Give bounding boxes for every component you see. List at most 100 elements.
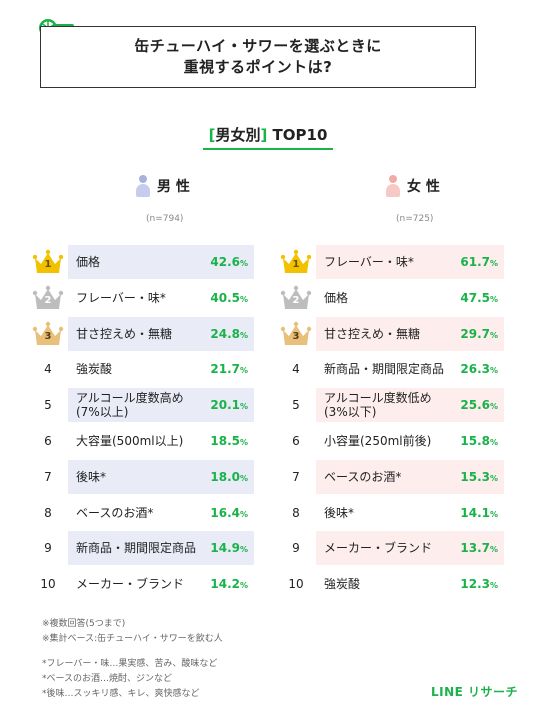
- percent-value: 61.7: [460, 255, 490, 269]
- item-label: 後味*: [324, 505, 355, 520]
- table-row: 2 価格 47.5%: [276, 280, 504, 316]
- item-percent: 26.3%: [460, 362, 498, 376]
- table-row: 1 価格 42.6%: [28, 244, 254, 280]
- table-row: 7 後味* 18.0%: [28, 459, 254, 495]
- bar-cell: フレーバー・味* 40.5%: [68, 281, 254, 315]
- percent-unit: %: [239, 294, 248, 304]
- rank-number: 3: [44, 330, 52, 342]
- rank-number: 1: [44, 259, 52, 270]
- bar-cell: 後味* 14.1%: [316, 496, 504, 530]
- percent-value: 14.9: [210, 541, 240, 556]
- crown-icon: [32, 321, 64, 345]
- item-label: 大容量(500ml以上): [76, 434, 184, 448]
- item-percent: 24.8%: [210, 327, 248, 341]
- bar-cell: 小容量(250ml前後) 15.8%: [316, 424, 504, 458]
- percent-unit: %: [489, 402, 498, 412]
- item-percent: 16.4%: [210, 506, 248, 520]
- rank-number: 8: [292, 505, 300, 520]
- rank-cell: 10: [276, 569, 316, 599]
- male-label: 男 性: [157, 179, 190, 195]
- bar-cell: 強炭酸 21.7%: [68, 352, 254, 386]
- rank-cell: 2: [276, 283, 316, 313]
- bar-cell: メーカー・ブランド 13.7%: [316, 531, 504, 566]
- table-row: 4 新商品・期間限定商品 26.3%: [276, 351, 504, 387]
- rank-number: 10: [40, 577, 56, 592]
- percent-unit: %: [239, 545, 248, 555]
- rank-cell: 7: [28, 462, 68, 492]
- percent-unit: %: [239, 438, 248, 447]
- percent-value: 18.0: [210, 469, 240, 484]
- bar-cell: アルコール度数高め (7%以上) 20.1%: [68, 388, 254, 423]
- female-person-icon: [385, 175, 401, 197]
- crown-icon: [32, 249, 64, 273]
- item-percent: 21.7%: [210, 362, 248, 376]
- rank-number: 4: [292, 362, 300, 377]
- bar-cell: フレーバー・味* 61.7%: [316, 245, 504, 279]
- percent-unit: %: [489, 259, 498, 268]
- percent-unit: %: [489, 294, 498, 304]
- percent-unit: %: [489, 473, 498, 483]
- female-n: (n=725): [396, 214, 434, 224]
- bar-cell: 強炭酸 12.3%: [316, 567, 504, 601]
- percent-unit: %: [239, 509, 248, 519]
- percent-value: 24.8: [210, 326, 240, 341]
- item-label: ベースのお酒*: [324, 469, 402, 484]
- notes-survey: ※複数回答(5つまで) ※集計ベース:缶チューハイ・サワーを飲む人: [42, 617, 223, 647]
- percent-unit: %: [489, 545, 498, 555]
- percent-unit: %: [489, 509, 498, 519]
- item-label: 価格: [324, 290, 349, 305]
- percent-unit: %: [239, 366, 248, 376]
- item-percent: 13.7%: [460, 541, 498, 555]
- item-percent: 29.7%: [460, 327, 498, 341]
- table-row: 6 大容量(500ml以上) 18.5%: [28, 423, 254, 459]
- rank-cell: 10: [28, 569, 68, 599]
- percent-value: 14.2: [210, 577, 240, 592]
- table-row: 8 ベースのお酒* 16.4%: [28, 495, 254, 531]
- note-line: *フレーバー・味…果実感、苦み、酸味など: [42, 659, 218, 669]
- bar-cell: ベースのお酒* 16.4%: [68, 496, 254, 530]
- female-header: 女 性: [385, 175, 440, 197]
- table-row: 10 強炭酸 12.3%: [276, 566, 504, 602]
- percent-value: 42.6: [210, 255, 240, 269]
- rank-number: 6: [292, 434, 300, 448]
- item-percent: 25.6%: [460, 398, 498, 412]
- item-label: 小容量(250ml前後): [324, 434, 432, 448]
- rank-number: 2: [44, 294, 52, 306]
- rank-cell: 6: [276, 426, 316, 456]
- percent-value: 15.3: [460, 469, 490, 484]
- crown-icon: [32, 285, 64, 309]
- bar-cell: アルコール度数低め (3%以下) 25.6%: [316, 388, 504, 423]
- item-percent: 47.5%: [460, 291, 498, 305]
- percent-value: 14.1: [460, 505, 490, 520]
- item-percent: 18.5%: [210, 434, 248, 448]
- crown-icon: [280, 285, 312, 309]
- subtitle-bracket-open: [: [208, 126, 216, 144]
- table-row: 10 メーカー・ブランド 14.2%: [28, 566, 254, 602]
- notes-definitions: *フレーバー・味…果実感、苦み、酸味など *ベースのお酒…焼酎、ジンなど *後味…: [42, 657, 217, 702]
- percent-unit: %: [489, 438, 498, 447]
- percent-value: 18.5: [210, 434, 240, 448]
- item-percent: 14.2%: [210, 577, 248, 591]
- rank-cell: 8: [28, 498, 68, 528]
- percent-unit: %: [239, 473, 248, 483]
- bar-cell: 価格 47.5%: [316, 281, 504, 315]
- percent-value: 21.7: [210, 362, 240, 377]
- table-row: 3 甘さ控えめ・無糖 24.8%: [28, 316, 254, 352]
- male-person-icon: [135, 175, 151, 197]
- item-label: ベースのお酒*: [76, 505, 154, 520]
- item-percent: 20.1%: [210, 398, 248, 412]
- table-row: 7 ベースのお酒* 15.3%: [276, 459, 504, 495]
- percent-unit: %: [239, 330, 248, 340]
- item-percent: 14.9%: [210, 541, 248, 555]
- item-percent: 61.7%: [460, 255, 498, 269]
- percent-value: 15.8: [460, 434, 490, 448]
- crown-icon: [280, 321, 312, 345]
- percent-value: 25.6: [460, 398, 490, 413]
- rank-cell: 3: [276, 319, 316, 349]
- title-line1: 缶チューハイ・サワーを選ぶときに: [134, 37, 382, 55]
- percent-value: 12.3: [460, 577, 490, 592]
- crown-icon: [280, 249, 312, 273]
- rank-cell: 3: [28, 319, 68, 349]
- percent-value: 16.4: [210, 505, 240, 520]
- percent-unit: %: [239, 259, 248, 268]
